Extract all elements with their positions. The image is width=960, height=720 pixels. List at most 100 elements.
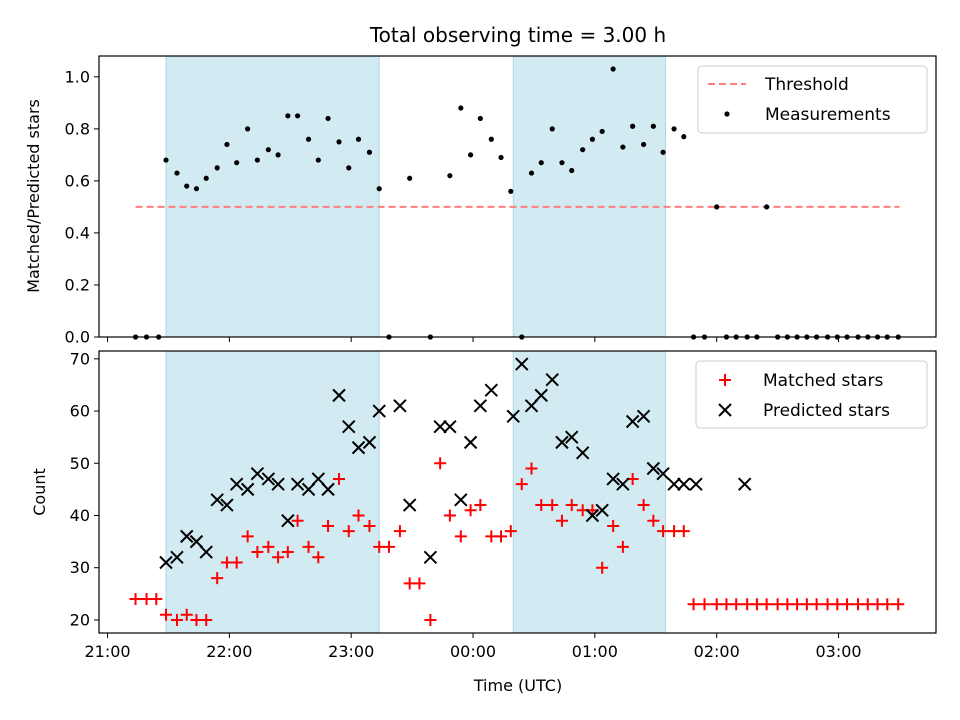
matched-star-point — [251, 546, 264, 559]
measurement-point — [163, 157, 169, 163]
threshold-legend-label: Threshold — [764, 75, 849, 95]
predicted-star-point — [636, 409, 651, 423]
predicted-star-point — [545, 373, 559, 387]
bottom-legend: Matched stars Predicted stars — [695, 360, 928, 429]
xtick-label: 03:00 — [815, 642, 861, 661]
measurement-point — [714, 204, 720, 210]
measurement-point — [660, 149, 666, 155]
matched-star-point — [495, 530, 508, 543]
top-ytick-label: 0.0 — [65, 328, 90, 347]
measurement-point — [498, 154, 504, 161]
measurements-legend-swatch — [724, 111, 730, 117]
matched-star-point — [272, 551, 285, 564]
predicted-star-point — [351, 440, 366, 455]
predicted-star-point — [646, 461, 661, 476]
predicted-star-point — [281, 514, 295, 528]
bot-shaded-interval-0 — [165, 350, 380, 634]
matched-star-point — [504, 525, 517, 538]
bot-ytick-label: 20 — [70, 610, 90, 629]
top-shaded-interval-0 — [165, 55, 380, 338]
predicted-stars-points — [159, 357, 752, 570]
measurement-point — [193, 186, 200, 192]
matched-star-point — [262, 540, 275, 553]
top-y-ticks: 0.0 0.2 0.4 0.6 0.8 1.0 — [65, 67, 99, 347]
predicted-star-point — [534, 388, 548, 403]
measurement-point — [346, 165, 352, 171]
matched-star-point — [230, 556, 243, 569]
matched-star-point — [546, 499, 559, 512]
predicted-star-point — [677, 477, 691, 491]
measurement-point — [174, 170, 180, 176]
measurement-point — [203, 175, 209, 181]
top-ytick-label: 0.6 — [65, 171, 90, 190]
matched-star-point — [211, 572, 224, 585]
matched-star-point — [424, 613, 437, 626]
matched-legend-label: Matched stars — [763, 371, 883, 391]
matched-star-point — [637, 499, 650, 512]
chart-title: Total observing time = 3.00 h — [369, 23, 666, 47]
predicted-star-point — [625, 414, 640, 429]
predicted-star-point — [229, 477, 244, 491]
measurement-point — [305, 136, 312, 142]
predicted-star-point — [433, 420, 447, 434]
matched-star-point — [302, 540, 315, 553]
bottom-axes-frame — [98, 350, 937, 634]
top-y-axis-label: Matched/Predicted stars — [24, 99, 43, 293]
measurement-point — [599, 128, 605, 135]
matched-star-point — [454, 530, 467, 543]
predicted-star-point — [210, 493, 224, 507]
bottom-shaded-intervals — [165, 350, 667, 634]
predicted-star-point — [170, 550, 184, 564]
predicted-star-point — [515, 357, 529, 371]
predicted-star-point — [463, 435, 478, 450]
matched-star-point — [760, 598, 773, 611]
x-axis-label: Time (UTC) — [473, 676, 562, 695]
matched-star-point — [657, 525, 670, 538]
predicted-star-point — [506, 409, 520, 423]
bot-shaded-interval-1 — [512, 350, 667, 634]
matched-star-point — [281, 546, 294, 559]
predicted-star-point — [585, 508, 600, 523]
predicted-star-point — [595, 503, 609, 517]
matched-star-point — [647, 514, 660, 527]
predicted-star-point — [321, 482, 335, 497]
measurement-point — [355, 136, 362, 142]
top-shaded-intervals — [165, 55, 667, 338]
bot-ytick-label: 60 — [70, 402, 90, 421]
matched-star-point — [730, 598, 743, 611]
predicted-star-point — [738, 477, 752, 491]
bottom-panel: 20 30 40 50 60 70 21:00 22:00 23:00 00:00 01:00 02… — [30, 349, 937, 695]
measurement-point — [528, 170, 535, 176]
matched-star-point — [555, 514, 568, 527]
matched-legend-swatch — [719, 374, 731, 386]
predicted-star-point — [301, 482, 316, 497]
predicted-star-point — [362, 435, 377, 450]
predicted-star-point — [667, 477, 681, 491]
measurement-point — [376, 186, 382, 192]
xtick-label: 23:00 — [328, 642, 374, 661]
matched-star-point — [892, 598, 905, 611]
bottom-x-ticks: 21:00 22:00 23:00 00:00 01:00 02:00 03:00 — [84, 633, 862, 661]
measurement-point — [336, 139, 342, 145]
matched-star-point — [515, 478, 528, 491]
predicted-star-point — [402, 498, 417, 512]
predicted-star-point — [606, 472, 620, 486]
matched-star-point — [434, 457, 447, 470]
measurement-point — [214, 165, 220, 171]
matched-star-point — [565, 499, 578, 512]
matched-star-point — [443, 509, 456, 522]
measurement-point — [265, 147, 271, 153]
top-ytick-label: 0.4 — [65, 223, 90, 242]
predicted-star-point — [423, 550, 438, 564]
measurement-points — [132, 66, 901, 340]
predicted-star-point — [332, 388, 346, 403]
xtick-label: 00:00 — [450, 642, 496, 661]
matched-stars-points — [129, 457, 905, 626]
matched-star-point — [677, 525, 690, 538]
xtick-label: 22:00 — [206, 642, 252, 661]
bottom-y-ticks: 20 30 40 50 60 70 — [70, 349, 99, 629]
measurement-point — [477, 115, 483, 122]
top-x-ticks — [107, 337, 840, 342]
measurement-point — [508, 188, 514, 194]
